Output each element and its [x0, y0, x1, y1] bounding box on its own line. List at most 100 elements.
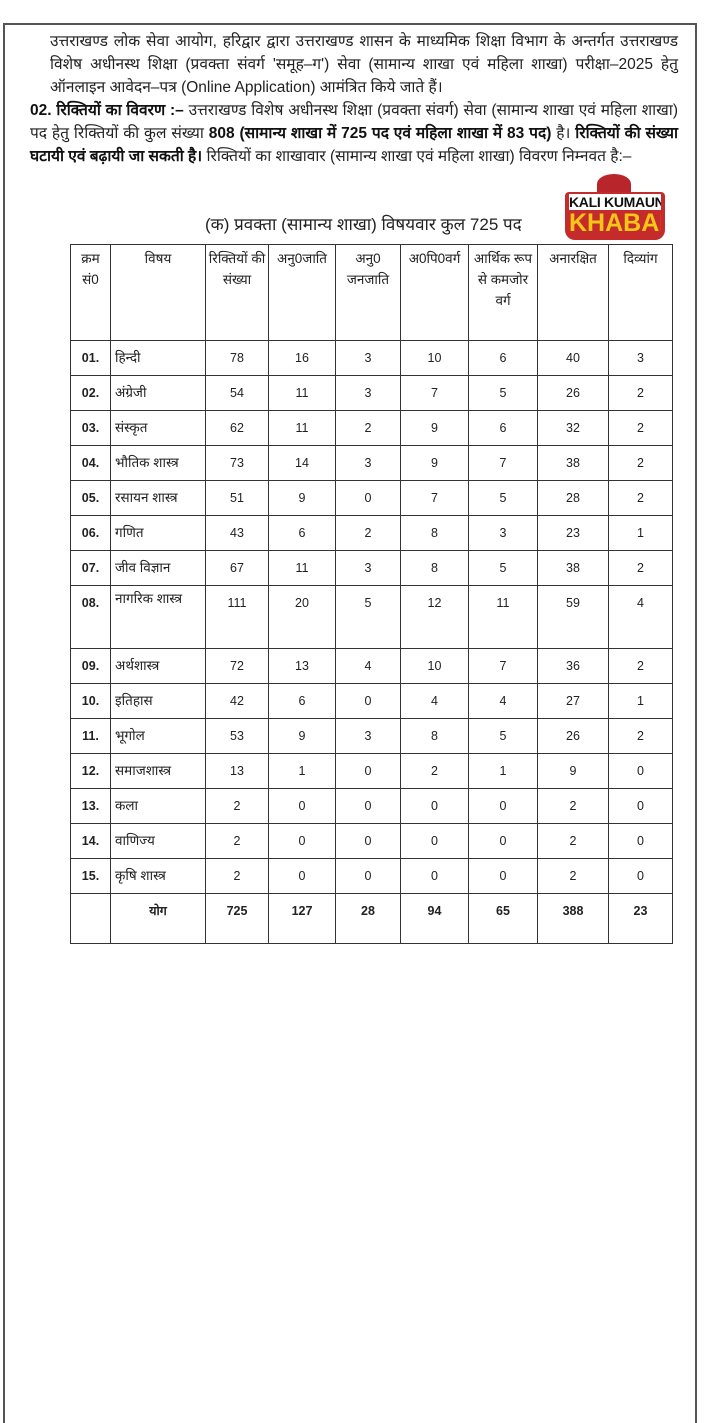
table-row: 02. अंग्रेजी 54 11 3 7 5 26 2	[70, 375, 673, 411]
value-cell: 2	[537, 788, 609, 824]
value-cell: 38	[537, 550, 609, 586]
total-row: योग 725 127 28 94 65 388 23	[70, 893, 673, 944]
value-cell: 3	[335, 550, 401, 586]
value-cell: 0	[468, 823, 538, 859]
value-cell: 3	[335, 718, 401, 754]
value-cell: 27	[537, 683, 609, 719]
table-row: 08. नागरिक शास्त्र 111 20 5 12 11 59 4	[70, 585, 673, 649]
value-cell: 1	[608, 683, 673, 719]
value-cell: 10	[400, 648, 469, 684]
value-cell: 0	[268, 823, 336, 859]
vacancy-note: रिक्तियों की संख्या घटायी एवं बढ़ायी जा …	[30, 125, 679, 165]
subject-cell: जीव विज्ञान	[110, 550, 206, 586]
value-cell: 6	[468, 340, 538, 376]
value-cell: 73	[205, 445, 269, 481]
serial-cell: 15.	[70, 858, 111, 894]
value-cell: 8	[400, 550, 469, 586]
value-cell: 5	[468, 480, 538, 516]
serial-cell: 04.	[70, 445, 111, 481]
serial-cell: 10.	[70, 683, 111, 719]
subject-cell: वाणिज्य	[110, 823, 206, 859]
value-cell: 14	[268, 445, 336, 481]
value-cell: 0	[608, 858, 673, 894]
value-cell: 7	[468, 648, 538, 684]
document-body: उत्तराखण्ड लोक सेवा आयोग, हरिद्वार द्वार…	[30, 33, 678, 944]
value-cell: 1	[268, 753, 336, 789]
value-cell: 127	[268, 893, 336, 944]
value-cell: 9	[400, 445, 469, 481]
table-row: 10. इतिहास 42 6 0 4 4 27 1	[70, 683, 673, 719]
column-header: दिव्यांग	[608, 244, 673, 341]
value-cell: 0	[400, 858, 469, 894]
value-cell: 4	[400, 683, 469, 719]
value-cell: 0	[335, 753, 401, 789]
value-cell: 28	[537, 480, 609, 516]
value-cell: 5	[468, 718, 538, 754]
value-cell: 51	[205, 480, 269, 516]
value-cell: 23	[608, 893, 673, 944]
subject-cell: कला	[110, 788, 206, 824]
serial-cell: 02.	[70, 375, 111, 411]
value-cell: 0	[608, 788, 673, 824]
column-header: विषय	[110, 244, 206, 341]
value-cell: 388	[537, 893, 609, 944]
section-heading: 02. रिक्तियों का विवरण :–	[30, 102, 184, 119]
column-header: अनारक्षित	[537, 244, 609, 341]
value-cell: 0	[400, 823, 469, 859]
value-cell: 53	[205, 718, 269, 754]
table-row: 13. कला 2 0 0 0 0 2 0	[70, 788, 673, 824]
value-cell: 42	[205, 683, 269, 719]
value-cell: 2	[608, 375, 673, 411]
value-cell: 2	[205, 788, 269, 824]
table-row: 04. भौतिक शास्त्र 73 14 3 9 7 38 2	[70, 445, 673, 481]
value-cell: 13	[268, 648, 336, 684]
value-cell: 32	[537, 410, 609, 446]
value-cell: 725	[205, 893, 269, 944]
value-cell: 0	[468, 788, 538, 824]
value-cell: 6	[268, 683, 336, 719]
value-cell: 10	[400, 340, 469, 376]
value-cell: 2	[608, 550, 673, 586]
value-cell: 1	[468, 753, 538, 789]
serial-cell: 05.	[70, 480, 111, 516]
serial-cell: 09.	[70, 648, 111, 684]
subject-cell: गणित	[110, 515, 206, 551]
value-cell: 4	[608, 585, 673, 649]
value-cell: 28	[335, 893, 401, 944]
value-cell: 0	[608, 753, 673, 789]
value-cell: 9	[268, 480, 336, 516]
value-cell: 7	[400, 480, 469, 516]
table-row: 05. रसायन शास्त्र 51 9 0 7 5 28 2	[70, 480, 673, 516]
value-cell: 3	[335, 375, 401, 411]
value-cell: 20	[268, 585, 336, 649]
subject-cell: योग	[110, 893, 206, 944]
value-cell: 5	[468, 375, 538, 411]
subject-cell: नागरिक शास्त्र	[110, 585, 206, 649]
serial-cell: 12.	[70, 753, 111, 789]
text: रिक्तियों का शाखावार (सामान्य शाखा एवं म…	[202, 148, 632, 165]
vacancy-details-paragraph: 02. रिक्तियों का विवरण :– उत्तराखण्ड विश…	[30, 99, 678, 168]
value-cell: 0	[608, 823, 673, 859]
subject-cell: इतिहास	[110, 683, 206, 719]
value-cell: 0	[468, 858, 538, 894]
value-cell: 7	[468, 445, 538, 481]
logo-line2: KHABAR	[569, 210, 661, 236]
value-cell: 4	[335, 648, 401, 684]
subject-cell: अंग्रेजी	[110, 375, 206, 411]
column-header: रिक्तियों की संख्या	[205, 244, 269, 341]
value-cell: 26	[537, 375, 609, 411]
value-cell: 0	[335, 858, 401, 894]
value-cell: 2	[608, 718, 673, 754]
value-cell: 59	[537, 585, 609, 649]
serial-cell	[70, 893, 111, 944]
subject-cell: अर्थशास्त्र	[110, 648, 206, 684]
value-cell: 23	[537, 515, 609, 551]
serial-cell: 08.	[70, 585, 111, 649]
value-cell: 11	[468, 585, 538, 649]
value-cell: 9	[537, 753, 609, 789]
value-cell: 5	[468, 550, 538, 586]
vacancy-table: क्रम सं0 विषय रिक्तियों की संख्या अनु0जाति अ…	[70, 244, 673, 944]
serial-cell: 03.	[70, 410, 111, 446]
total-vacancies: 808 (सामान्य शाखा में 725 पद एवं महिला श…	[208, 125, 552, 142]
table-row: 03. संस्कृत 62 11 2 9 6 32 2	[70, 410, 673, 446]
